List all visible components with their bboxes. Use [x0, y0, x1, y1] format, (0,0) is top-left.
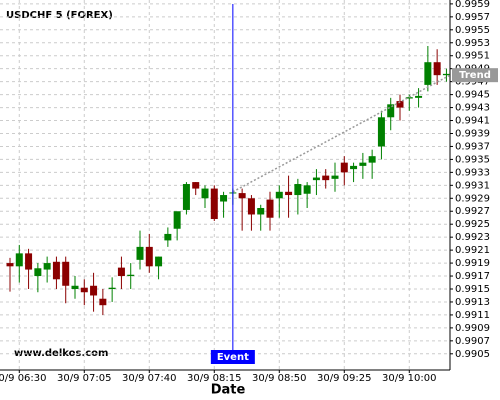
candle-body: [275, 191, 283, 199]
y-tick-label: 0.9907: [455, 336, 490, 347]
candle-body: [62, 261, 70, 286]
candle-body: [127, 274, 135, 277]
y-tick-label: 0.9925: [455, 219, 490, 230]
candle-body: [145, 246, 153, 267]
candle-body: [285, 191, 293, 196]
candle-body: [108, 287, 116, 290]
candle-body: [387, 104, 395, 118]
candle-body: [359, 162, 367, 166]
y-tick-label: 0.9939: [455, 128, 490, 139]
event-label: Event: [217, 352, 249, 363]
y-tick-label: 0.9915: [455, 284, 490, 295]
x-tick-label: 30/9 07:40: [122, 373, 176, 384]
y-tick-label: 0.9945: [455, 90, 490, 101]
candle-body: [155, 256, 163, 267]
candle-body: [303, 185, 311, 194]
candle-body: [247, 198, 255, 215]
y-tick-label: 0.9937: [455, 141, 490, 152]
candle-body: [312, 177, 320, 181]
candle-body: [25, 253, 33, 270]
candle-body: [71, 285, 79, 290]
y-tick-label: 0.9905: [455, 349, 490, 360]
y-tick-label: 0.9955: [455, 25, 490, 36]
candle-body: [173, 211, 181, 229]
y-tick-label: 0.9951: [455, 51, 490, 62]
candle-body: [220, 195, 228, 202]
y-tick-label: 0.9943: [455, 103, 490, 114]
candle-body: [405, 97, 413, 99]
y-tick-label: 0.9935: [455, 154, 490, 165]
candle-body: [331, 175, 339, 179]
y-tick-label: 0.9959: [455, 0, 490, 10]
candle-body: [182, 184, 190, 210]
trend-label-box: [452, 68, 498, 83]
candle-body: [322, 175, 330, 181]
x-tick-label: 30/9 06:30: [0, 373, 47, 384]
candle-body: [368, 156, 376, 163]
event-label-box: [210, 350, 255, 364]
y-tick-label: 0.9917: [455, 271, 490, 282]
candle-body: [164, 233, 172, 241]
y-tick-label: 0.9933: [455, 167, 490, 178]
x-tick-label: 30/9 10:00: [382, 373, 436, 384]
y-tick-label: 0.9921: [455, 245, 490, 256]
candle-body: [43, 263, 51, 270]
y-tick-label: 0.9923: [455, 232, 490, 243]
y-tick-label: 0.9909: [455, 323, 490, 334]
candle-body: [117, 267, 125, 277]
x-tick-label: 30/9 08:15: [187, 373, 241, 384]
x-tick-label: 30/9 07:05: [57, 373, 111, 384]
candle-body: [424, 62, 432, 85]
x-axis-label: Date: [211, 383, 246, 398]
candle-body: [350, 165, 358, 170]
candle-body: [294, 184, 302, 196]
candle-body: [99, 298, 107, 306]
trend-label: Trend: [459, 70, 491, 81]
candle-body: [80, 287, 88, 293]
candle-body: [136, 246, 144, 260]
trend-line: [232, 74, 451, 193]
candle-body: [52, 261, 60, 280]
y-tick-label: 0.9957: [455, 12, 490, 23]
candle-body: [415, 95, 423, 98]
y-tick-label: 0.9931: [455, 180, 490, 191]
candle-body: [396, 101, 404, 108]
x-tick-label: 30/9 08:50: [252, 373, 306, 384]
candle-body: [210, 188, 218, 220]
candle-body: [433, 62, 441, 76]
candle-body: [257, 208, 265, 215]
y-tick-label: 0.9953: [455, 38, 490, 49]
candle-body: [34, 268, 42, 277]
candle-body: [90, 285, 98, 296]
candle-body: [6, 263, 14, 267]
candle-body: [192, 182, 200, 189]
y-tick-label: 0.9927: [455, 206, 490, 217]
candle-body: [266, 199, 274, 218]
candle-body: [340, 162, 348, 173]
candle-body: [442, 73, 450, 76]
candle-body: [377, 117, 385, 147]
candle-body: [15, 253, 23, 267]
y-tick-label: 0.9913: [455, 297, 490, 308]
y-tick-label: 0.9929: [455, 193, 490, 204]
chart-title: USDCHF 5 (FOREX): [6, 10, 113, 21]
y-tick-label: 0.9919: [455, 258, 490, 269]
y-tick-label: 0.9911: [455, 310, 490, 321]
candle-body: [201, 188, 209, 199]
candle-body: [238, 193, 246, 199]
y-tick-label: 0.9941: [455, 116, 490, 127]
x-tick-label: 30/9 09:25: [317, 373, 371, 384]
